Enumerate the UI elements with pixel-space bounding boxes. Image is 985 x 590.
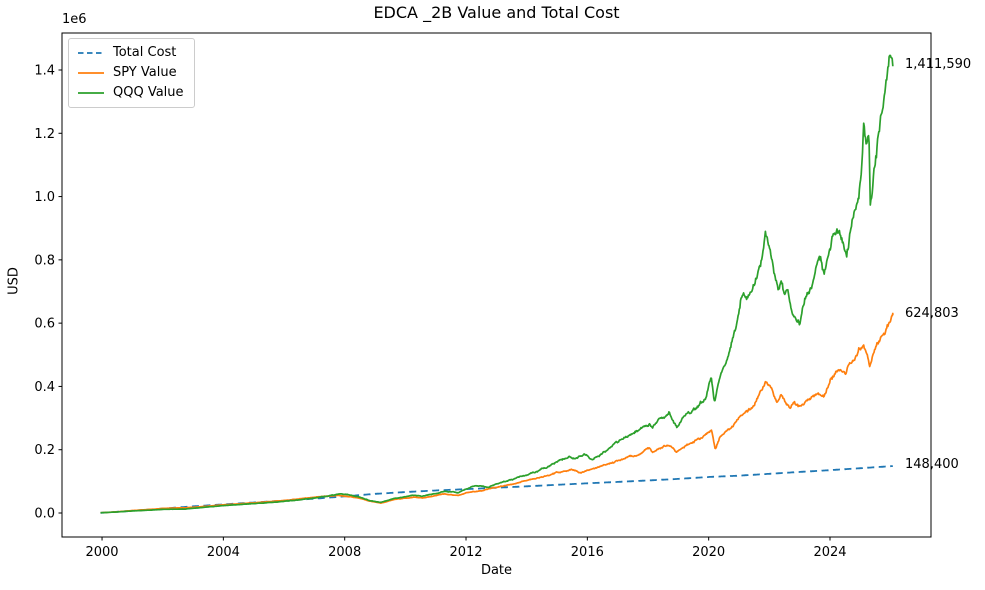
x-tick-label: 2000: [85, 545, 118, 560]
x-tick-label: 2020: [692, 545, 725, 560]
series-line-qqq-value: [100, 54, 894, 514]
y-tick-label: 1.0: [34, 190, 55, 205]
legend-label-spy: SPY Value: [113, 65, 177, 80]
legend-item-total-cost: Total Cost: [77, 45, 184, 61]
y-tick-label: 0.4: [34, 380, 55, 395]
legend: Total Cost SPY Value QQQ Value: [68, 38, 195, 108]
y-tick-label: 0.8: [34, 253, 55, 268]
x-axis-label: Date: [480, 563, 513, 578]
y-tick-label: 0.0: [34, 507, 55, 522]
x-tick-label: 2016: [571, 545, 604, 560]
legend-solid-line-icon: [78, 92, 104, 94]
end-label-qqq: 1,411,590: [905, 57, 972, 73]
x-tick-label: 2004: [207, 545, 240, 560]
legend-item-qqq: QQQ Value: [77, 85, 184, 101]
x-tick-label: 2024: [813, 545, 846, 560]
x-tick-label: 2012: [449, 545, 482, 560]
y-tick-label: 0.6: [34, 317, 55, 332]
legend-dashed-line-icon: [78, 52, 104, 54]
legend-label-total-cost: Total Cost: [113, 45, 177, 60]
y-tick-label: 0.2: [34, 443, 55, 458]
legend-solid-line-icon: [78, 72, 104, 74]
legend-label-qqq: QQQ Value: [113, 85, 184, 100]
x-tick-label: 2008: [328, 545, 361, 560]
end-label-spy: 624,803: [905, 306, 959, 322]
y-tick-label: 1.4: [34, 63, 55, 78]
y-tick-label: 1.2: [34, 127, 55, 142]
legend-item-spy: SPY Value: [77, 65, 184, 81]
end-label-cost: 148,400: [905, 457, 959, 473]
y-axis-offset-text: 1e6: [62, 12, 87, 27]
series-line-spy-value: [100, 312, 894, 514]
axes-frame: [61, 32, 932, 538]
chart-title: EDCA _2B Value and Total Cost: [373, 3, 620, 22]
